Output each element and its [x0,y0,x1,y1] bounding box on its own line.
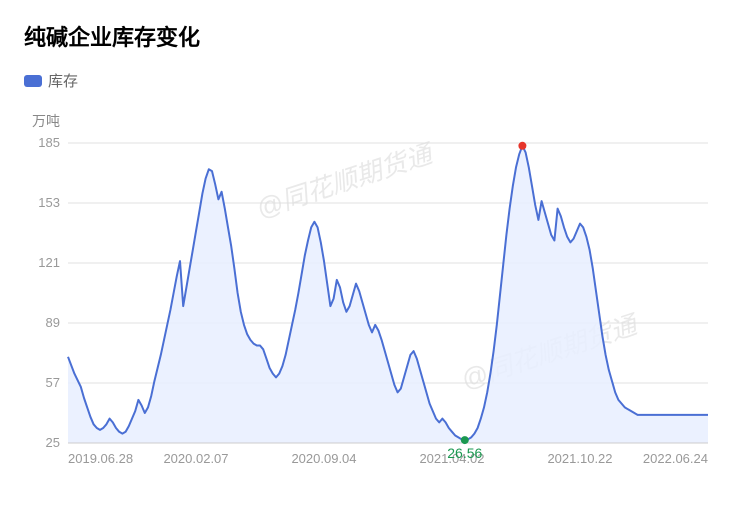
svg-text:2020.02.07: 2020.02.07 [163,451,228,466]
svg-text:25: 25 [46,435,60,450]
chart-svg: @同花顺期货通@同花顺期货通2557891211531852019.06.282… [24,137,726,477]
svg-text:2022.06.24: 2022.06.24 [643,451,708,466]
legend-label: 库存 [48,70,78,91]
svg-text:121: 121 [38,255,60,270]
svg-text:26.56: 26.56 [447,445,482,461]
chart-container: 纯碱企业库存变化 库存 万吨 @同花顺期货通@同花顺期货通25578912115… [0,0,750,510]
svg-text:183.51: 183.51 [501,137,544,139]
y-axis-unit: 万吨 [32,111,726,131]
svg-text:@同花顺期货通: @同花顺期货通 [253,138,439,224]
svg-text:2019.06.28: 2019.06.28 [68,451,133,466]
chart-title: 纯碱企业库存变化 [24,20,726,52]
legend-marker [24,75,42,87]
svg-text:2021.10.22: 2021.10.22 [547,451,612,466]
legend: 库存 [24,70,726,91]
chart-area: @同花顺期货通@同花顺期货通2557891211531852019.06.282… [24,137,726,477]
svg-text:153: 153 [38,195,60,210]
svg-text:185: 185 [38,137,60,150]
svg-text:89: 89 [46,315,60,330]
svg-text:57: 57 [46,375,60,390]
svg-text:2020.09.04: 2020.09.04 [291,451,356,466]
chart-wrap: 万吨 @同花顺期货通@同花顺期货通2557891211531852019.06.… [24,111,726,477]
